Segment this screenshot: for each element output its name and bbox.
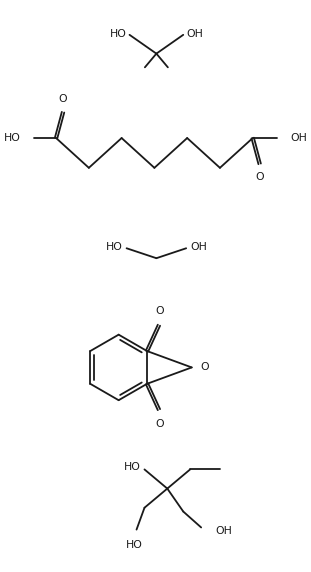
Text: OH: OH bbox=[186, 29, 203, 39]
Text: HO: HO bbox=[3, 133, 20, 143]
Text: OH: OH bbox=[290, 133, 307, 143]
Text: HO: HO bbox=[126, 539, 143, 550]
Text: O: O bbox=[255, 172, 264, 182]
Text: O: O bbox=[156, 306, 164, 316]
Text: HO: HO bbox=[110, 29, 127, 39]
Text: OH: OH bbox=[215, 526, 232, 537]
Text: HO: HO bbox=[106, 243, 123, 252]
Text: HO: HO bbox=[124, 462, 141, 472]
Text: OH: OH bbox=[190, 243, 207, 252]
Text: O: O bbox=[156, 419, 164, 428]
Text: O: O bbox=[201, 363, 209, 372]
Text: O: O bbox=[59, 94, 67, 104]
